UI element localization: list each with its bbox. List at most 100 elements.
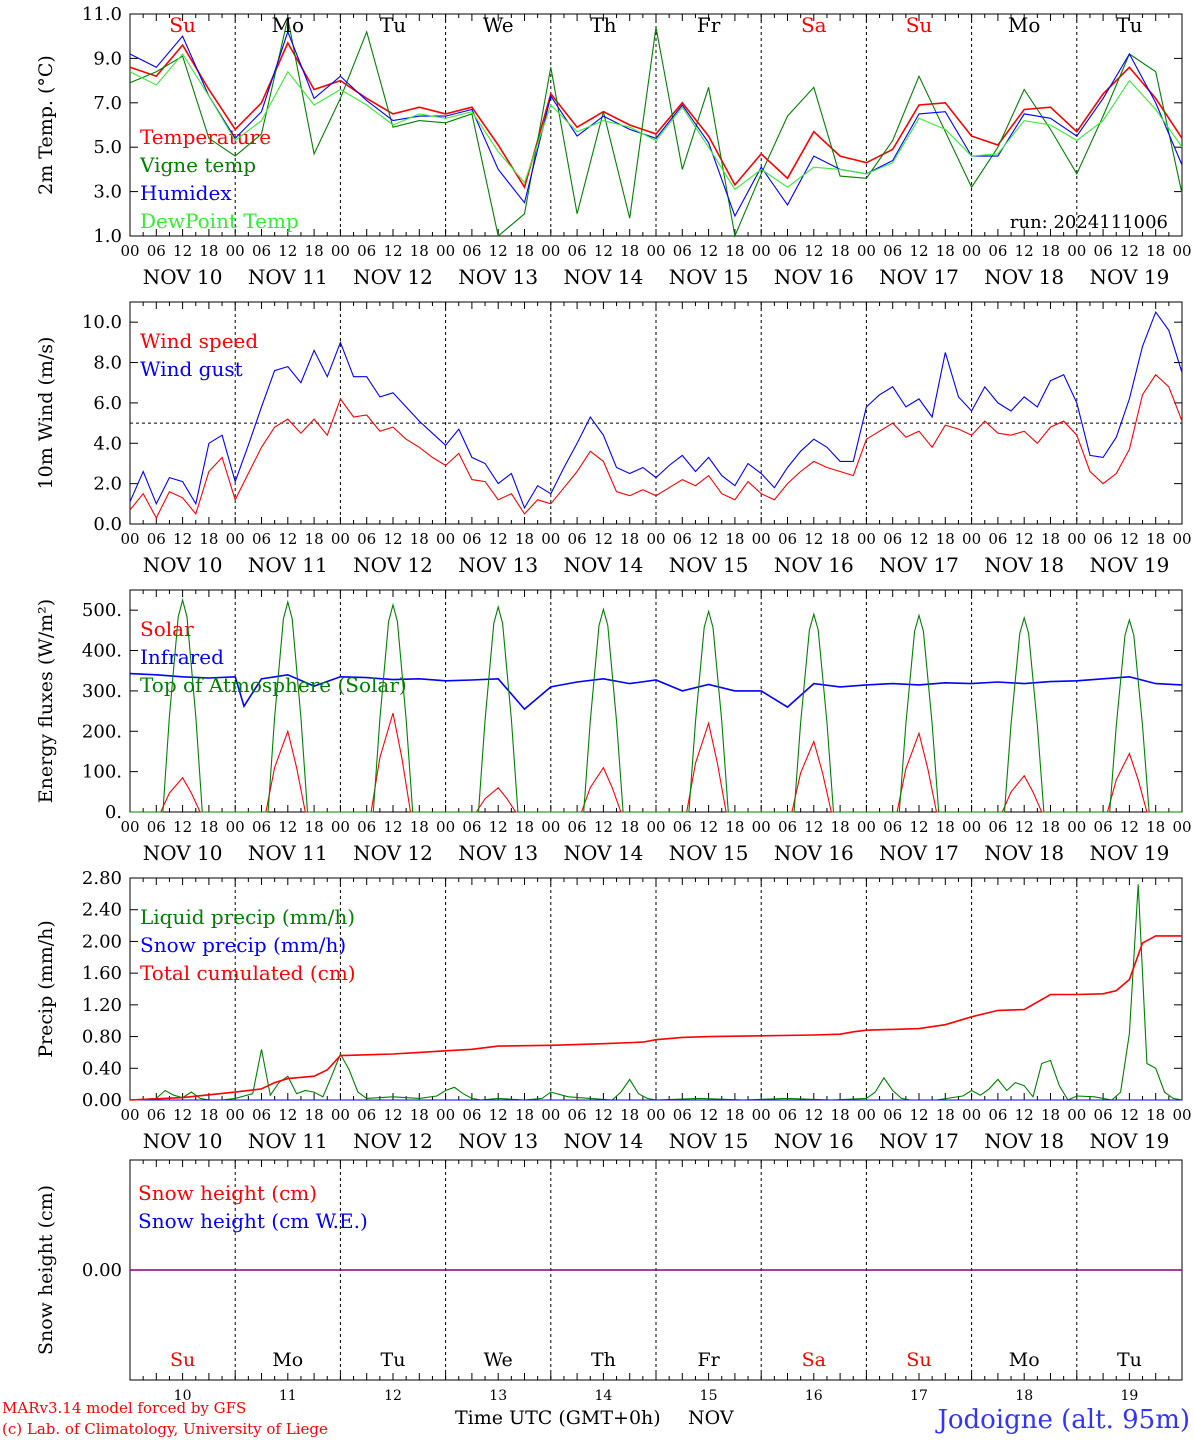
hour-tick-label: 06 xyxy=(462,242,481,260)
day-name-bottom: Sa xyxy=(802,1349,826,1371)
legend-entry: Wind speed xyxy=(140,329,258,353)
hour-tick-label: 00 xyxy=(752,530,771,548)
date-label: NOV 11 xyxy=(248,841,328,865)
hour-tick-label: 06 xyxy=(883,1106,902,1124)
date-label: NOV 14 xyxy=(564,553,644,577)
hour-tick-label: 12 xyxy=(804,818,823,836)
legend-entry: Liquid precip (mm/h) xyxy=(140,905,355,929)
hour-tick-label: 12 xyxy=(489,530,508,548)
hour-tick-label: 00 xyxy=(226,530,245,548)
series-line-wind-speed xyxy=(129,373,1183,520)
day-name-top: Tu xyxy=(1116,13,1142,37)
footer-lab: (c) Lab. of Climatology, University of L… xyxy=(2,1420,328,1438)
hour-tick-label: 00 xyxy=(120,1106,139,1124)
date-label: NOV 18 xyxy=(984,553,1064,577)
hour-tick-label: 18 xyxy=(410,1106,429,1124)
hour-tick-label: 12 xyxy=(278,1106,297,1124)
y-tick-label: 100. xyxy=(82,762,122,783)
day-name-top: Mo xyxy=(1008,13,1041,37)
hour-tick-label: 06 xyxy=(1094,818,1113,836)
date-label: NOV 16 xyxy=(774,553,854,577)
hour-tick-label: 18 xyxy=(1041,242,1060,260)
date-label: NOV 16 xyxy=(774,1129,854,1153)
y-tick-label: 5.0 xyxy=(93,137,122,158)
hour-tick-label: 00 xyxy=(436,530,455,548)
hour-tick-label: 00 xyxy=(331,530,350,548)
day-number-label: 15 xyxy=(700,1388,718,1404)
date-label: NOV 19 xyxy=(1090,265,1170,289)
hour-tick-label: 06 xyxy=(988,242,1007,260)
hour-tick-label: 12 xyxy=(594,818,613,836)
legend-entry: Humidex xyxy=(140,181,232,205)
hour-tick-label: 06 xyxy=(147,818,166,836)
y-tick-label: 9.0 xyxy=(93,48,122,69)
hour-tick-label: 12 xyxy=(383,1106,402,1124)
day-name-top: Tu xyxy=(380,13,406,37)
hour-tick-label: 00 xyxy=(541,530,560,548)
hour-tick-label: 12 xyxy=(173,530,192,548)
y-tick-label: 11.0 xyxy=(82,4,122,25)
legend-entry: Infrared xyxy=(140,645,224,669)
hour-tick-label: 12 xyxy=(909,1106,928,1124)
hour-tick-label: 06 xyxy=(462,1106,481,1124)
y-tick-label: 7.0 xyxy=(93,93,122,114)
date-label: NOV 17 xyxy=(879,265,959,289)
hour-tick-label: 06 xyxy=(778,530,797,548)
series-line-solar xyxy=(130,712,1182,813)
series-line-temperature xyxy=(129,41,1183,190)
hour-tick-label: 06 xyxy=(462,818,481,836)
hour-tick-label: 00 xyxy=(857,1106,876,1124)
hour-tick-label: 12 xyxy=(278,818,297,836)
time-axis-month: NOV xyxy=(688,1407,734,1429)
hour-tick-label: 00 xyxy=(857,530,876,548)
run-label: run: 2024111006 xyxy=(1010,212,1168,233)
day-name-bottom: Fr xyxy=(697,1349,720,1371)
hour-tick-label: 18 xyxy=(725,530,744,548)
date-label: NOV 12 xyxy=(353,841,433,865)
hour-tick-label: 00 xyxy=(436,818,455,836)
y-tick-label: 500. xyxy=(82,600,122,621)
hour-tick-label: 18 xyxy=(199,242,218,260)
location-label: Jodoigne (alt. 95m) xyxy=(934,1405,1190,1435)
hour-tick-label: 06 xyxy=(357,1106,376,1124)
y-tick-label: 2.0 xyxy=(93,474,122,495)
date-label: NOV 10 xyxy=(143,265,223,289)
hour-tick-label: 12 xyxy=(1120,530,1139,548)
y-tick-label: 0.80 xyxy=(82,1027,122,1048)
hour-tick-label: 00 xyxy=(1067,1106,1086,1124)
hour-tick-label: 18 xyxy=(515,242,534,260)
hour-tick-label: 18 xyxy=(1146,818,1165,836)
legend-entry: Vigne temp xyxy=(139,153,256,177)
date-label: NOV 14 xyxy=(564,1129,644,1153)
hour-tick-label: 12 xyxy=(909,242,928,260)
hour-tick-label: 18 xyxy=(620,818,639,836)
series-line-top-of-atmosphere-solar- xyxy=(130,597,1182,813)
y-tick-label: 0.00 xyxy=(82,1260,122,1281)
date-label: NOV 10 xyxy=(143,1129,223,1153)
y-tick-label: 4.0 xyxy=(93,433,122,454)
y-tick-label: 300. xyxy=(82,681,122,702)
hour-tick-label: 12 xyxy=(278,242,297,260)
day-name-bottom: We xyxy=(484,1349,513,1371)
date-label: NOV 11 xyxy=(248,265,328,289)
y-tick-label: 2.40 xyxy=(82,900,122,921)
hour-tick-label: 18 xyxy=(515,818,534,836)
hour-tick-label: 00 xyxy=(331,818,350,836)
legend-entry: Snow height (cm W.E.) xyxy=(138,1209,368,1233)
hour-tick-label: 12 xyxy=(1120,818,1139,836)
date-label: NOV 11 xyxy=(248,553,328,577)
hour-tick-label: 18 xyxy=(199,530,218,548)
hour-tick-label: 00 xyxy=(962,1106,981,1124)
hour-tick-label: 06 xyxy=(568,530,587,548)
day-number-label: 16 xyxy=(805,1388,823,1404)
y-tick-label: 0.40 xyxy=(82,1058,122,1079)
series-line-wind-gust xyxy=(129,310,1183,510)
hour-tick-label: 00 xyxy=(120,818,139,836)
date-label: NOV 18 xyxy=(984,1129,1064,1153)
hour-tick-label: 18 xyxy=(1146,1106,1165,1124)
series-line-vigne-temp xyxy=(129,18,1183,238)
y-axis-label: Energy fluxes (W/m²) xyxy=(35,599,57,803)
day-name-bottom: Mo xyxy=(272,1349,303,1371)
day-name-top: Su xyxy=(169,13,196,37)
hour-tick-label: 06 xyxy=(147,530,166,548)
